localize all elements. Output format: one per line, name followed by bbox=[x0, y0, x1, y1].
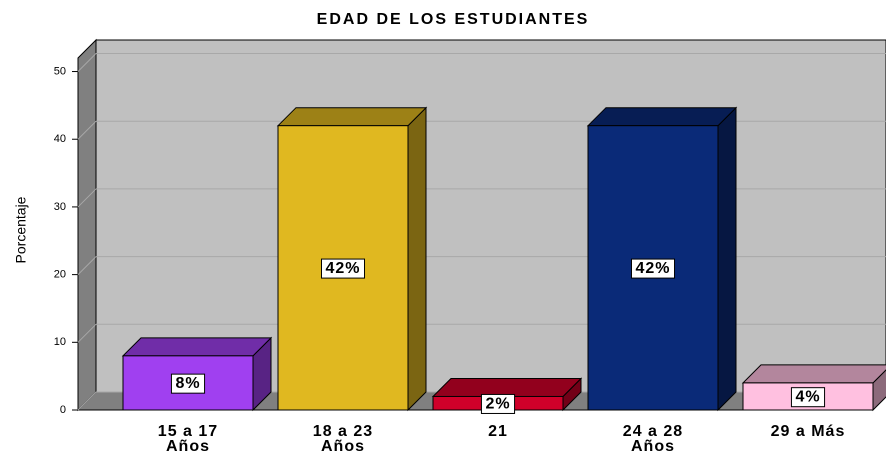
value-label: 2% bbox=[485, 395, 510, 412]
value-label-box bbox=[480, 393, 516, 414]
value-label-box bbox=[630, 258, 676, 279]
value-label: 4% bbox=[795, 389, 820, 406]
left-wall bbox=[77, 38, 97, 412]
y-tick-label: 30 bbox=[54, 201, 66, 213]
y-tick-label: 20 bbox=[54, 269, 66, 281]
y-tick-label: 50 bbox=[54, 65, 66, 77]
y-tick-label: 0 bbox=[60, 404, 66, 416]
y-tick-label: 10 bbox=[54, 336, 66, 348]
value-label-box bbox=[170, 373, 206, 394]
bar-side bbox=[717, 106, 737, 412]
bar-top bbox=[586, 107, 738, 127]
x-tick-label: 18 a 23 Años bbox=[312, 423, 374, 455]
grid-line bbox=[77, 323, 97, 343]
grid-line bbox=[77, 188, 97, 208]
x-tick-label: 15 a 17 Años bbox=[157, 423, 219, 455]
value-label-box bbox=[320, 258, 366, 279]
bar-side bbox=[407, 106, 427, 412]
bar-top bbox=[121, 337, 273, 357]
bar-top bbox=[741, 364, 886, 384]
grid-line bbox=[77, 391, 97, 411]
value-label: 42% bbox=[635, 260, 670, 277]
x-tick-label: 29 a Más bbox=[770, 423, 846, 440]
grid-line bbox=[77, 53, 97, 72]
x-tick-label: 21 bbox=[488, 423, 508, 440]
grid-line bbox=[77, 120, 97, 140]
grid-line bbox=[77, 256, 97, 275]
value-label: 8% bbox=[175, 375, 200, 392]
chart-title: EDAD DE LOS ESTUDIANTES bbox=[317, 11, 590, 28]
value-label: 42% bbox=[325, 260, 360, 277]
bar-top bbox=[276, 107, 428, 127]
y-axis-label: Porcentaje bbox=[13, 196, 29, 263]
y-tick-label: 40 bbox=[54, 133, 66, 145]
value-label-box bbox=[790, 387, 826, 408]
bar-top bbox=[431, 377, 583, 397]
x-tick-label: 24 a 28 Años bbox=[622, 423, 684, 455]
